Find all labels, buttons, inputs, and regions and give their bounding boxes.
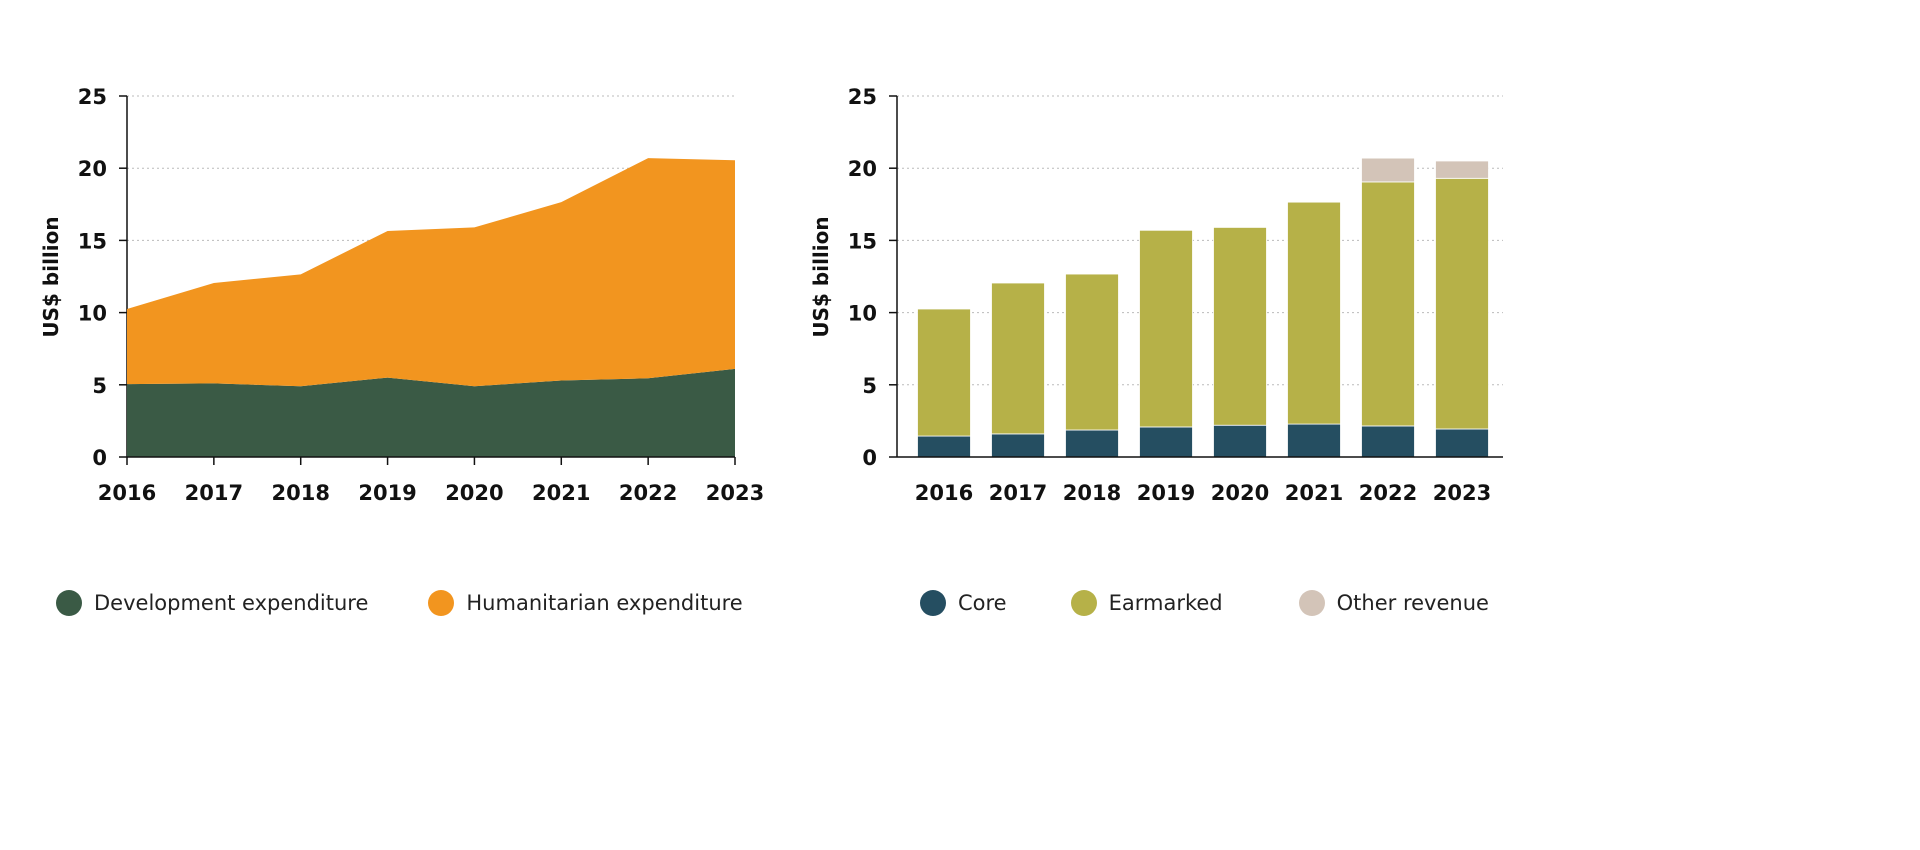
y-tick-label: 25 xyxy=(78,85,107,109)
x-tick-label: 2016 xyxy=(98,481,156,505)
legend-label-other-revenue: Other revenue xyxy=(1336,591,1489,615)
bar-core-2020 xyxy=(1213,424,1267,458)
bar-core-2018 xyxy=(1065,429,1119,458)
legend-label-humanitarian: Humanitarian expenditure xyxy=(466,591,743,615)
bar-core-2023 xyxy=(1435,428,1489,458)
y-tick-label: 20 xyxy=(848,157,877,181)
x-tick-label: 2019 xyxy=(1137,481,1195,505)
y-tick-label: 5 xyxy=(862,374,877,398)
x-tick-label: 2017 xyxy=(185,481,243,505)
legend-swatch-other-revenue xyxy=(1298,590,1325,616)
x-tick-label: 2021 xyxy=(1285,481,1343,505)
legend-label-core: Core xyxy=(958,591,1007,615)
bar-earmarked-2018 xyxy=(1065,273,1119,431)
x-tick-label: 2018 xyxy=(271,481,329,505)
y-tick-label: 10 xyxy=(78,302,107,326)
bar-earmarked-2019 xyxy=(1139,229,1193,428)
x-tick-label: 2018 xyxy=(1063,481,1121,505)
bar-other-revenue-2022 xyxy=(1361,157,1415,183)
x-tick-label: 2017 xyxy=(989,481,1047,505)
y-tick-label: 5 xyxy=(92,374,107,398)
x-tick-label: 2016 xyxy=(915,481,973,505)
x-tick-label: 2023 xyxy=(1433,481,1491,505)
legend-label-development: Development expenditure xyxy=(94,591,369,615)
area-development-expenditure xyxy=(127,368,735,457)
legend-left: Development expenditure Humanitarian exp… xyxy=(56,590,743,616)
legend-swatch-humanitarian xyxy=(428,590,455,616)
y-tick-label: 15 xyxy=(78,229,107,253)
legend-swatch-core xyxy=(920,590,946,616)
bar-earmarked-2023 xyxy=(1435,177,1489,430)
x-tick-label: 2021 xyxy=(532,481,590,505)
x-tick-label: 2019 xyxy=(358,481,416,505)
legend-label-earmarked: Earmarked xyxy=(1108,591,1223,615)
x-tick-label: 2022 xyxy=(1359,481,1417,505)
bar-core-2021 xyxy=(1287,423,1341,458)
bar-earmarked-2016 xyxy=(917,308,971,437)
y-axis-label: US$ billion xyxy=(39,216,63,337)
y-tick-label: 25 xyxy=(848,85,877,109)
bar-core-2017 xyxy=(991,433,1045,458)
bar-earmarked-2017 xyxy=(991,282,1045,435)
legend-swatch-development xyxy=(56,590,82,616)
bar-other-revenue-2023 xyxy=(1435,160,1489,179)
y-tick-label: 20 xyxy=(78,157,107,181)
bar-core-2019 xyxy=(1139,426,1193,458)
legend-right: Core Earmarked Other revenue xyxy=(920,590,1489,616)
area-humanitarian-expenditure xyxy=(127,158,735,387)
legend-swatch-earmarked xyxy=(1070,590,1097,616)
y-tick-label: 0 xyxy=(862,446,877,470)
bar-core-2016 xyxy=(917,435,971,458)
bar-earmarked-2022 xyxy=(1361,181,1415,427)
x-tick-label: 2022 xyxy=(619,481,677,505)
x-tick-label: 2020 xyxy=(445,481,503,505)
bar-earmarked-2020 xyxy=(1213,227,1267,426)
y-tick-label: 10 xyxy=(848,302,877,326)
y-tick-label: 0 xyxy=(92,446,107,470)
y-tick-label: 15 xyxy=(848,229,877,253)
bar-earmarked-2021 xyxy=(1287,201,1341,425)
bar-core-2022 xyxy=(1361,425,1415,458)
x-tick-label: 2020 xyxy=(1211,481,1269,505)
x-tick-label: 2023 xyxy=(706,481,764,505)
y-axis-label: US$ billion xyxy=(809,216,833,337)
